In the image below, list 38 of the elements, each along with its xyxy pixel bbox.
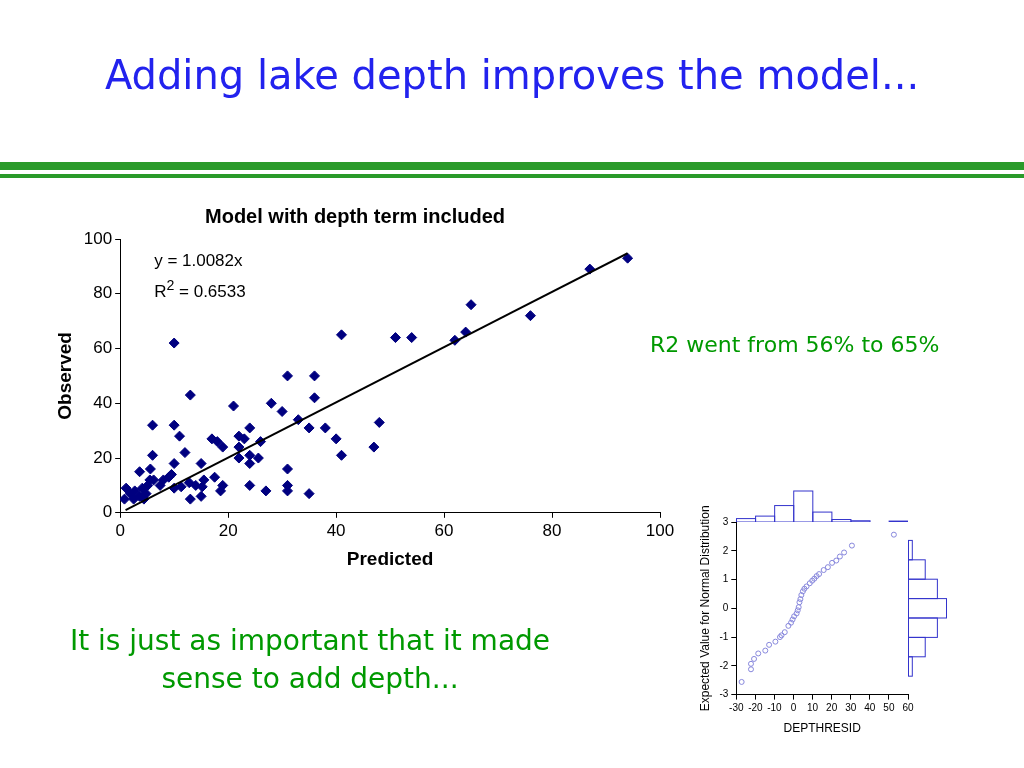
y-tick-label: 0: [102, 502, 113, 522]
x-tick-label: 60: [902, 702, 914, 714]
x-tick-label: 30: [845, 702, 857, 714]
y-tick-label: 100: [83, 228, 113, 248]
annotation: R2 went from 56% to 65%: [650, 332, 940, 357]
x-tick-label: 10: [807, 702, 819, 714]
x-axis-title: Predicted: [346, 547, 434, 569]
y-tick-label: 80: [93, 283, 113, 303]
annotation: R$^{2}$ = 0.6533: [154, 277, 246, 302]
x-tick-label: 40: [864, 702, 876, 714]
y-tick-label: 0: [722, 602, 729, 614]
x-tick-label: -20: [748, 702, 764, 714]
text: Adding lake depth improves the model...: [103, 52, 921, 98]
y-tick-label: -2: [719, 659, 729, 671]
y-tick-label: 60: [93, 338, 113, 358]
x-tick-label: 40: [326, 520, 346, 540]
y-tick-label: 40: [93, 392, 113, 412]
x-tick-label: 0: [790, 702, 797, 714]
annotation: y = 1.0082x: [154, 251, 243, 271]
text: It is just as important that it made sense to add depth...: [68, 623, 552, 697]
x-tick-label: 60: [434, 520, 454, 540]
y-tick-label: -3: [719, 688, 729, 700]
x-tick-label: 20: [826, 702, 838, 714]
y-tick-label: 1: [722, 573, 729, 585]
x-tick-label: 50: [883, 702, 895, 714]
y-axis-title: Observed: [53, 332, 75, 420]
x-tick-label: -10: [767, 702, 783, 714]
x-tick-label: 100: [645, 520, 675, 540]
y-tick-label: -1: [719, 630, 729, 642]
chart-title: Model with depth term included: [205, 204, 505, 227]
y-axis-title: Expected Value for Normal Distribution: [697, 505, 712, 712]
x-tick-label: -30: [729, 702, 744, 714]
x-tick-label: 80: [542, 520, 562, 540]
y-tick-label: 3: [722, 515, 729, 527]
x-tick-label: 20: [218, 520, 238, 540]
y-tick-label: 20: [93, 447, 113, 467]
y-tick-label: 2: [722, 544, 729, 556]
x-axis-title: DEPTHRESID: [783, 721, 862, 736]
